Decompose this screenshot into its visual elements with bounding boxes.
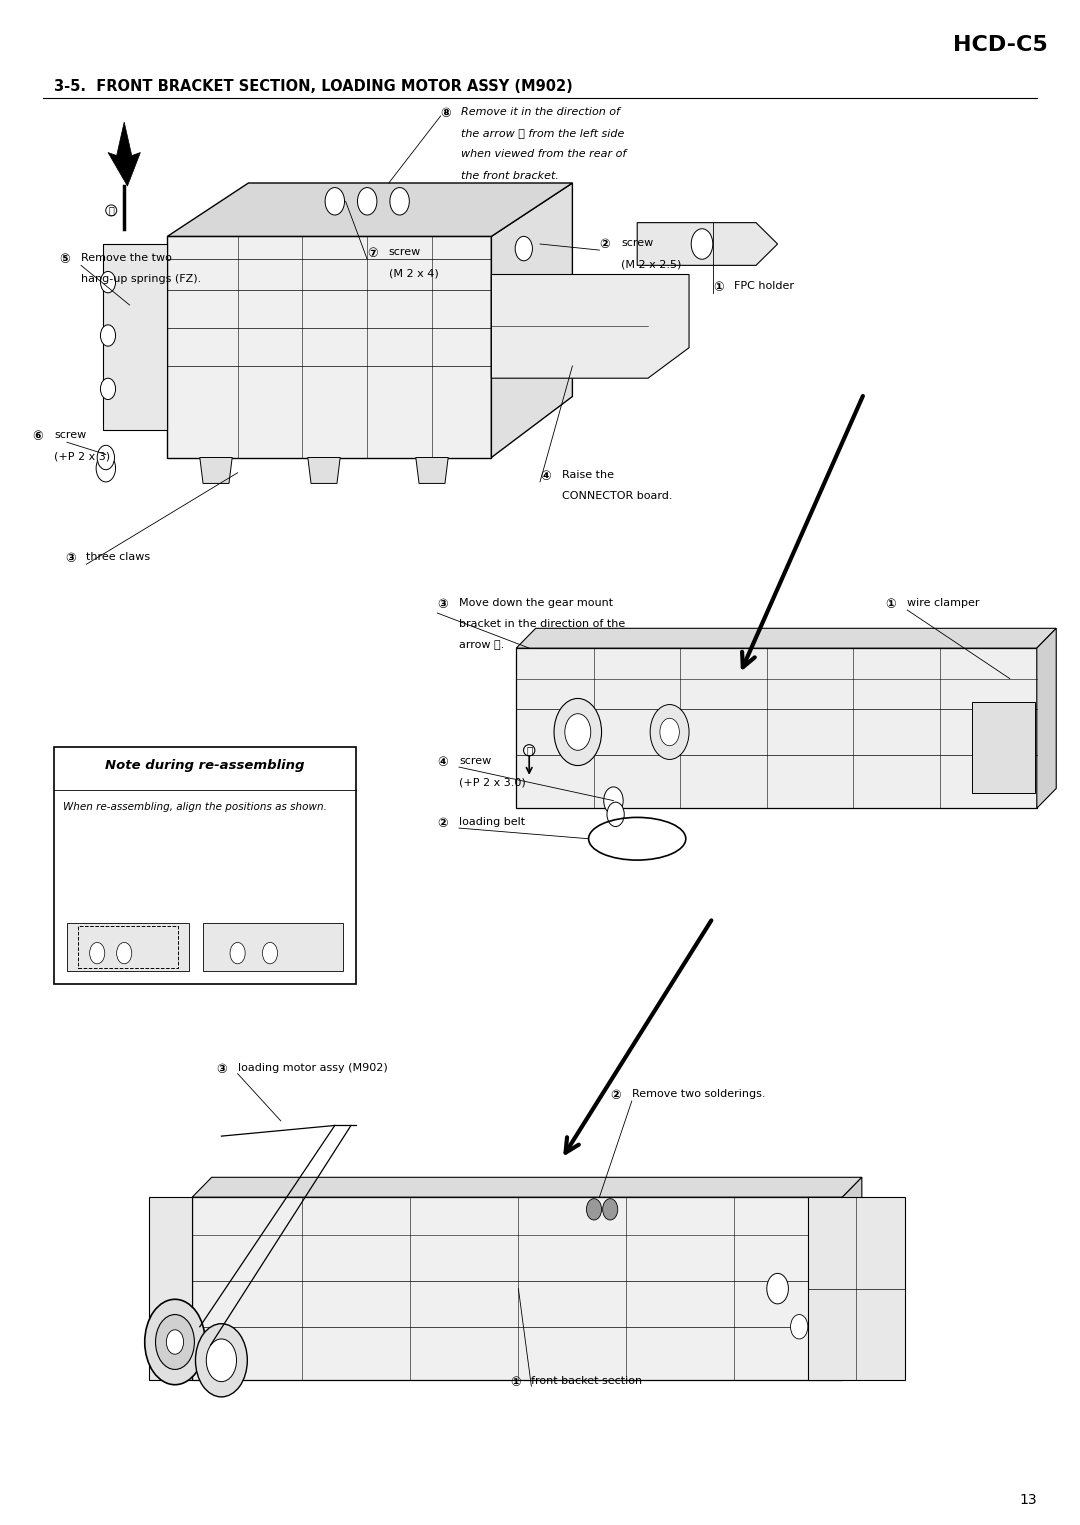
Text: ②: ② (599, 238, 610, 252)
Circle shape (660, 718, 679, 746)
Text: ④: ④ (437, 756, 448, 770)
Text: Move down the gear mount: Move down the gear mount (459, 598, 613, 608)
Text: ③: ③ (216, 1063, 227, 1077)
Text: (+P 2 x 3.0): (+P 2 x 3.0) (459, 778, 526, 788)
Text: when viewed from the rear of: when viewed from the rear of (461, 149, 626, 160)
Text: screw: screw (389, 247, 421, 258)
Circle shape (586, 1199, 602, 1220)
Circle shape (390, 188, 409, 215)
Text: Remove the two: Remove the two (81, 253, 172, 264)
Polygon shape (637, 223, 778, 265)
Text: hang-up springs (FZ).: hang-up springs (FZ). (81, 274, 201, 285)
Text: ①: ① (713, 281, 724, 294)
Polygon shape (200, 458, 232, 483)
Text: Raise the: Raise the (562, 470, 613, 480)
Circle shape (195, 1324, 247, 1397)
Polygon shape (516, 648, 1037, 808)
Text: loading belt: loading belt (459, 817, 525, 828)
Text: Ⓐ: Ⓐ (108, 206, 114, 215)
Text: ⑧: ⑧ (441, 107, 451, 120)
Text: three claws: three claws (86, 552, 150, 563)
Circle shape (97, 445, 114, 470)
Polygon shape (416, 458, 448, 483)
Text: FPC holder: FPC holder (734, 281, 795, 291)
Text: Note during re-assembling: Note during re-assembling (106, 759, 305, 773)
Circle shape (156, 1315, 194, 1369)
FancyBboxPatch shape (54, 747, 356, 984)
Circle shape (515, 236, 532, 261)
Polygon shape (1037, 628, 1056, 808)
Circle shape (604, 787, 623, 814)
Polygon shape (491, 183, 572, 458)
Circle shape (554, 698, 602, 766)
Text: ⑤: ⑤ (59, 253, 70, 267)
Text: ④: ④ (540, 470, 551, 483)
Polygon shape (491, 274, 689, 378)
Polygon shape (103, 244, 167, 430)
Text: ③: ③ (437, 598, 448, 612)
Text: HCD-C5: HCD-C5 (953, 35, 1048, 55)
Text: 13: 13 (1020, 1493, 1037, 1507)
Text: (+P 2 x 3): (+P 2 x 3) (54, 451, 110, 462)
Circle shape (791, 1315, 808, 1339)
Text: ②: ② (610, 1089, 621, 1103)
Circle shape (325, 188, 345, 215)
Circle shape (767, 1273, 788, 1304)
Text: CONNECTOR board.: CONNECTOR board. (562, 491, 672, 502)
Circle shape (603, 1199, 618, 1220)
Text: the arrow Ⓐ from the left side: the arrow Ⓐ from the left side (461, 128, 624, 139)
Polygon shape (192, 1197, 842, 1380)
Circle shape (145, 1299, 205, 1385)
Polygon shape (808, 1197, 905, 1380)
Text: ③: ③ (65, 552, 76, 566)
Text: Remove it in the direction of: Remove it in the direction of (461, 107, 620, 117)
Circle shape (650, 705, 689, 759)
Text: ①: ① (886, 598, 896, 612)
Text: 3-5.  FRONT BRACKET SECTION, LOADING MOTOR ASSY (M902): 3-5. FRONT BRACKET SECTION, LOADING MOTO… (54, 79, 572, 95)
Text: the front bracket.: the front bracket. (461, 171, 559, 181)
Text: wire clamper: wire clamper (907, 598, 980, 608)
Circle shape (90, 942, 105, 964)
Circle shape (357, 188, 377, 215)
Text: (M 2 x 2.5): (M 2 x 2.5) (621, 259, 681, 270)
Text: Ⓑ: Ⓑ (526, 746, 532, 755)
Circle shape (206, 1339, 237, 1382)
Polygon shape (972, 702, 1035, 793)
Circle shape (100, 325, 116, 346)
Circle shape (262, 942, 278, 964)
Polygon shape (842, 1177, 862, 1380)
Text: screw: screw (459, 756, 491, 767)
Text: Remove two solderings.: Remove two solderings. (632, 1089, 766, 1100)
Text: ⑥: ⑥ (32, 430, 43, 444)
Polygon shape (108, 122, 140, 186)
Polygon shape (192, 1177, 862, 1197)
Circle shape (607, 802, 624, 827)
Polygon shape (308, 458, 340, 483)
Text: ⑦: ⑦ (367, 247, 378, 261)
Circle shape (96, 454, 116, 482)
Circle shape (565, 714, 591, 750)
Polygon shape (149, 1197, 192, 1380)
Polygon shape (167, 236, 491, 458)
Circle shape (166, 1330, 184, 1354)
Text: (M 2 x 4): (M 2 x 4) (389, 268, 438, 279)
Text: arrow Ⓑ.: arrow Ⓑ. (459, 640, 504, 651)
Text: front backet section: front backet section (531, 1376, 643, 1386)
Polygon shape (67, 923, 189, 971)
Circle shape (100, 271, 116, 293)
Circle shape (691, 229, 713, 259)
Text: bracket in the direction of the: bracket in the direction of the (459, 619, 625, 630)
Text: ②: ② (437, 817, 448, 831)
Text: screw: screw (621, 238, 653, 249)
Circle shape (230, 942, 245, 964)
Circle shape (117, 942, 132, 964)
Text: screw: screw (54, 430, 86, 441)
Polygon shape (203, 923, 343, 971)
Polygon shape (167, 183, 572, 236)
Circle shape (100, 378, 116, 400)
Text: When re-assembling, align the positions as shown.: When re-assembling, align the positions … (63, 802, 326, 813)
Polygon shape (516, 628, 1056, 648)
Text: loading motor assy (M902): loading motor assy (M902) (238, 1063, 388, 1074)
Text: ①: ① (510, 1376, 521, 1389)
